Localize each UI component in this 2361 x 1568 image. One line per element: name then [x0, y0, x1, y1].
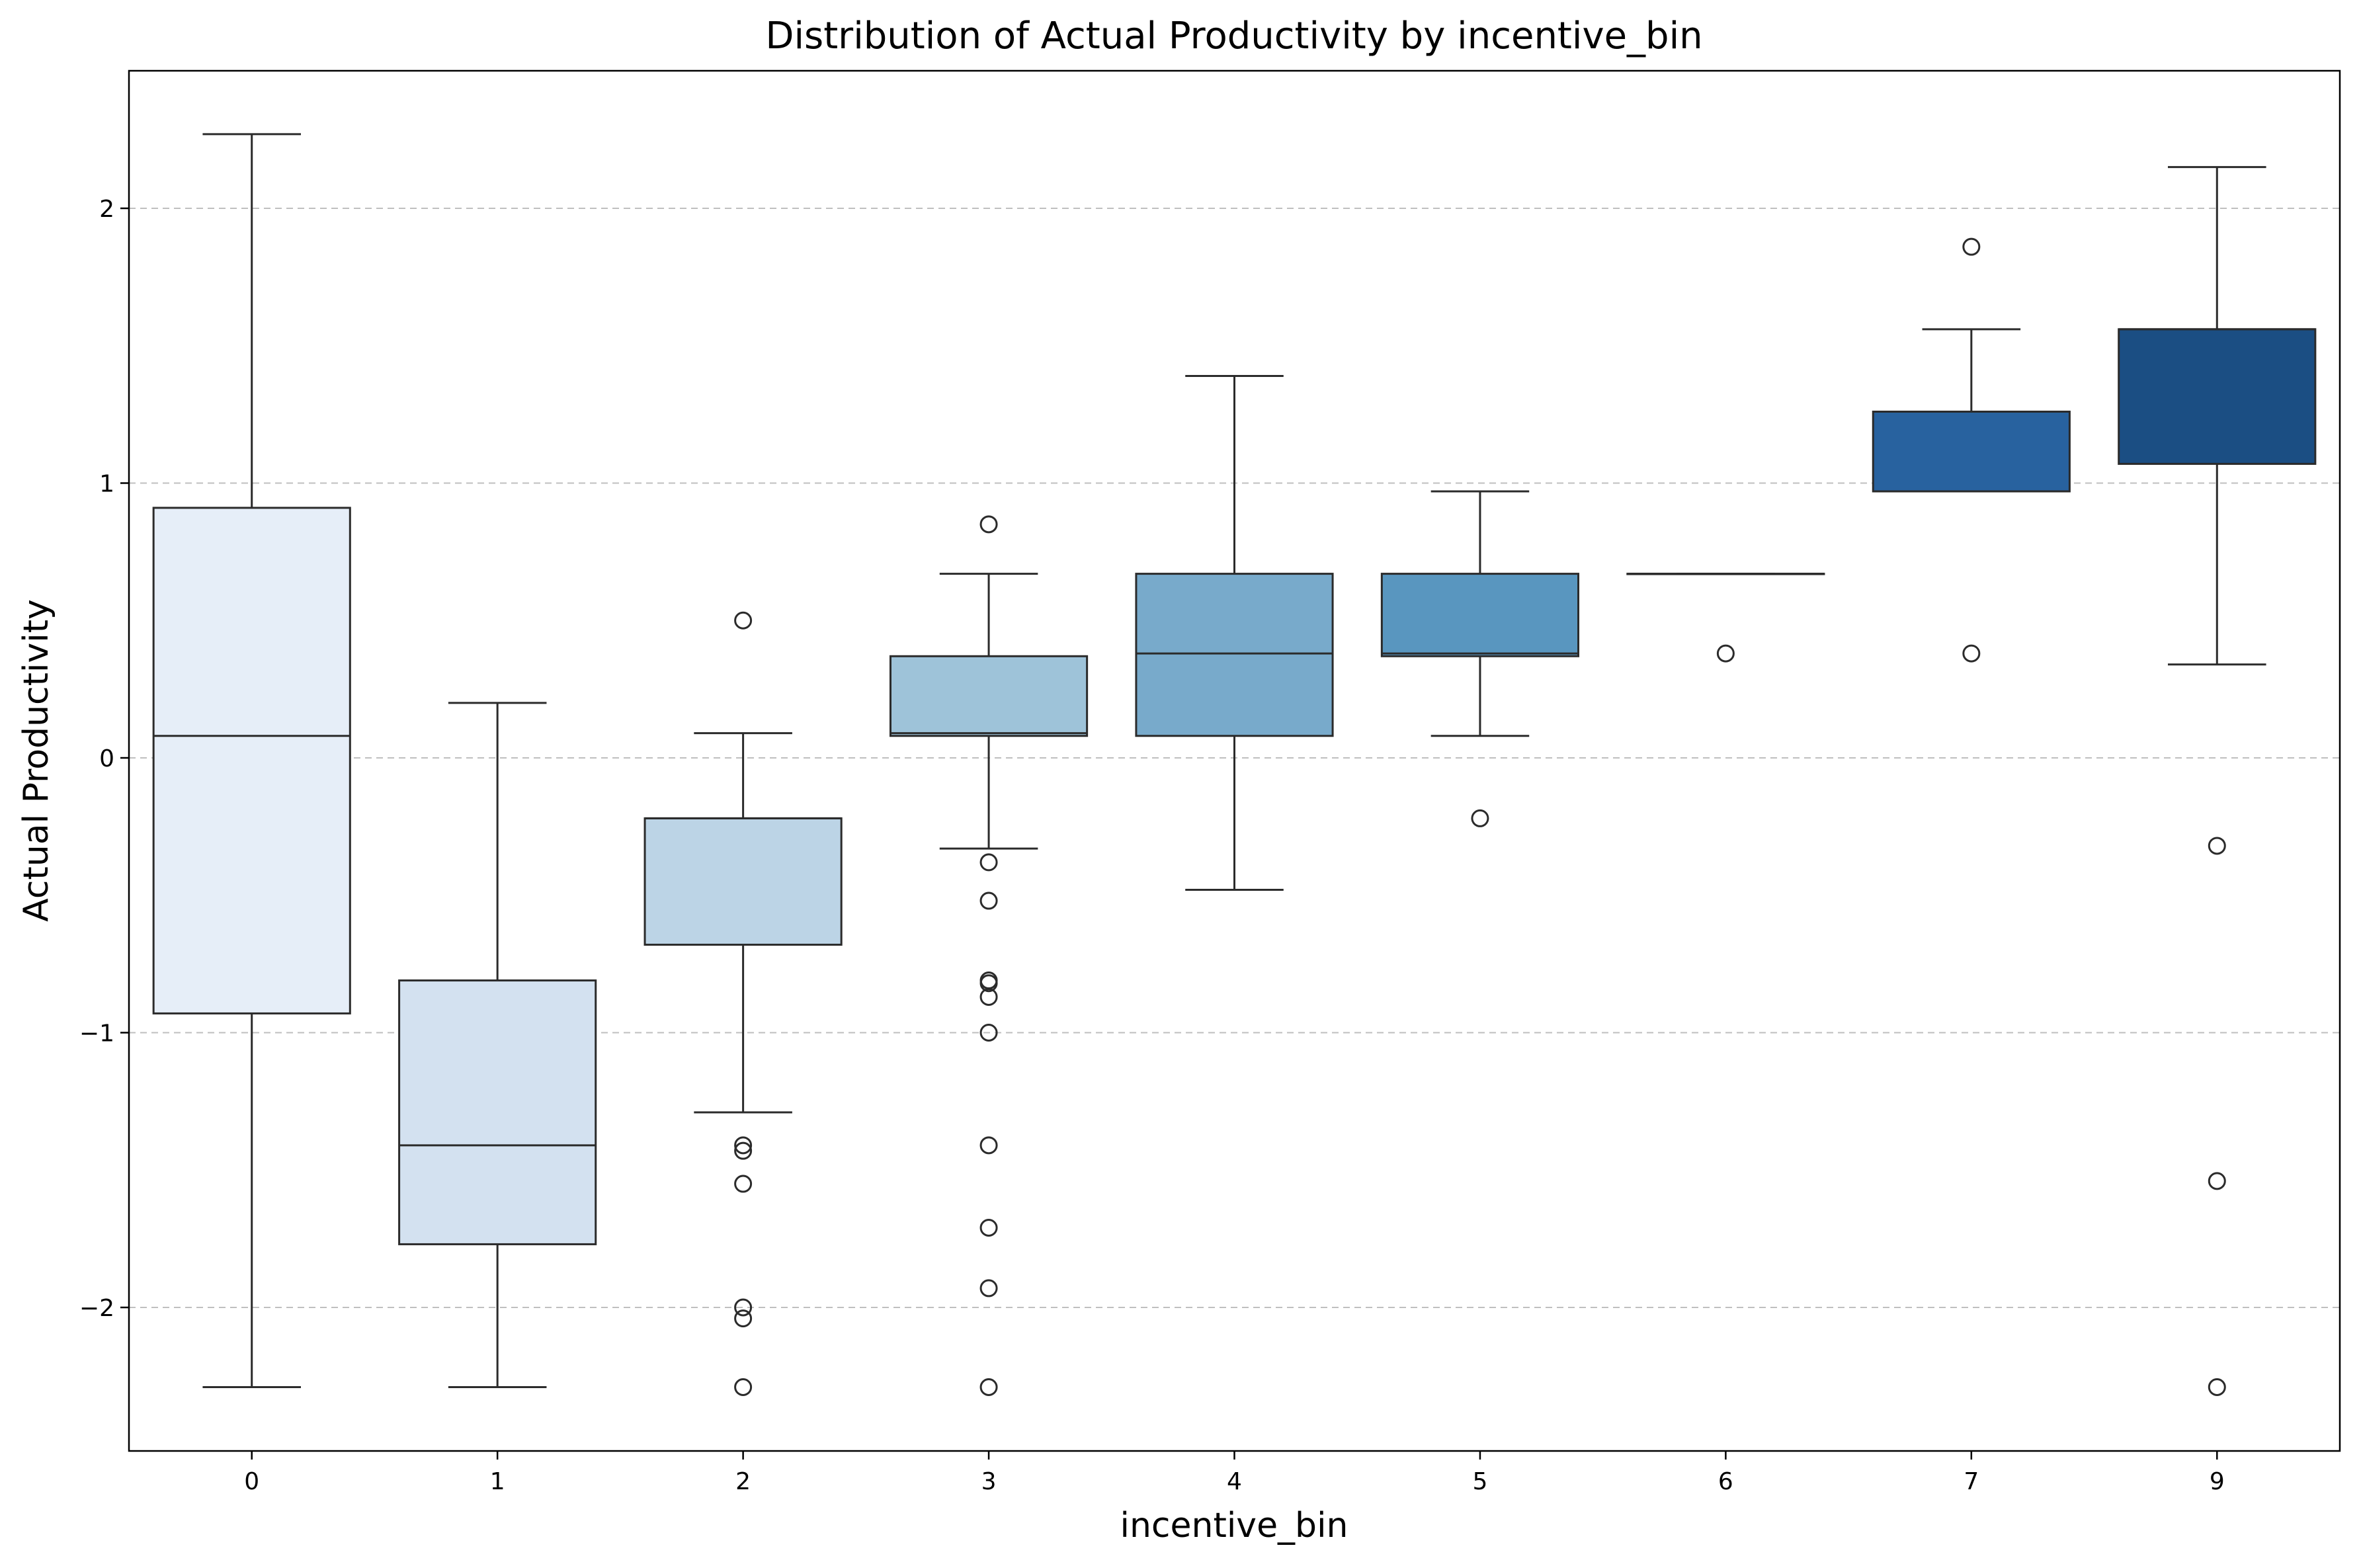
- box-group-0: [152, 133, 351, 1388]
- x-tick-label: 0: [244, 1468, 259, 1495]
- y-axis: −2 −1 0 1 2: [79, 196, 129, 1322]
- iqr-box: [889, 655, 1089, 737]
- outlier-point: [979, 853, 998, 872]
- x-tick-label: 6: [1718, 1468, 1733, 1495]
- outlier-point: [2208, 1378, 2226, 1396]
- outlier-point: [1962, 237, 1981, 256]
- y-tick-label: 2: [99, 196, 114, 223]
- outlier-point: [979, 891, 998, 910]
- iqr-box: [2118, 328, 2317, 465]
- box-group-9: [2118, 166, 2317, 1396]
- outlier-point: [1962, 644, 1981, 663]
- x-tick-label: 2: [735, 1468, 751, 1495]
- iqr-box: [1872, 410, 2071, 493]
- outlier-point: [734, 1298, 753, 1317]
- x-tick-label: 3: [981, 1468, 997, 1495]
- outlier-point: [734, 611, 753, 630]
- x-axis-label: incentive_bin: [1120, 1506, 1348, 1546]
- outlier-point: [2208, 837, 2226, 855]
- outlier-point: [734, 1141, 753, 1160]
- y-tick-label: 1: [99, 471, 114, 498]
- iqr-box: [1380, 573, 1580, 657]
- outlier-point: [1471, 809, 1489, 827]
- x-axis: 0 1 2 3 4 5 6 7 9: [244, 1451, 2225, 1495]
- box-group-1: [398, 702, 597, 1388]
- outlier-point: [734, 1136, 753, 1155]
- x-tick-label: 7: [1964, 1468, 1979, 1495]
- iqr-box: [1135, 573, 1334, 737]
- iqr-box: [398, 979, 597, 1245]
- outlier-point: [979, 987, 998, 1006]
- y-tick-label: −1: [79, 1020, 114, 1048]
- box-group-7: [1872, 237, 2071, 663]
- outlier-point: [979, 1378, 998, 1396]
- iqr-box: [152, 507, 351, 1014]
- chart-title: Distribution of Actual Productivity by i…: [765, 15, 1702, 58]
- x-tick-label: 1: [490, 1468, 505, 1495]
- y-axis-label: Actual Productivity: [17, 599, 56, 922]
- outlier-point: [979, 1024, 998, 1042]
- box-group-2: [643, 611, 843, 1396]
- box-series: [152, 133, 2317, 1396]
- outlier-point: [734, 1175, 753, 1193]
- y-tick-label: −2: [79, 1295, 114, 1322]
- iqr-box: [643, 817, 843, 946]
- outlier-point: [2208, 1172, 2226, 1190]
- box-group-3: [889, 515, 1089, 1396]
- outlier-point: [979, 1136, 998, 1155]
- outlier-point: [979, 974, 998, 993]
- outlier-point: [734, 1309, 753, 1328]
- x-tick-label: 5: [1472, 1468, 1487, 1495]
- outlier-point: [734, 1378, 753, 1396]
- box-group-5: [1380, 490, 1580, 827]
- outlier-point: [979, 1279, 998, 1298]
- x-tick-label: 4: [1227, 1468, 1242, 1495]
- box-group-4: [1135, 374, 1334, 891]
- y-tick-label: 0: [99, 745, 114, 772]
- outlier-point: [979, 1219, 998, 1237]
- x-tick-label: 9: [2210, 1468, 2225, 1495]
- box-group-6: [1626, 573, 1825, 663]
- outlier-point: [979, 515, 998, 534]
- outlier-point: [1716, 644, 1735, 663]
